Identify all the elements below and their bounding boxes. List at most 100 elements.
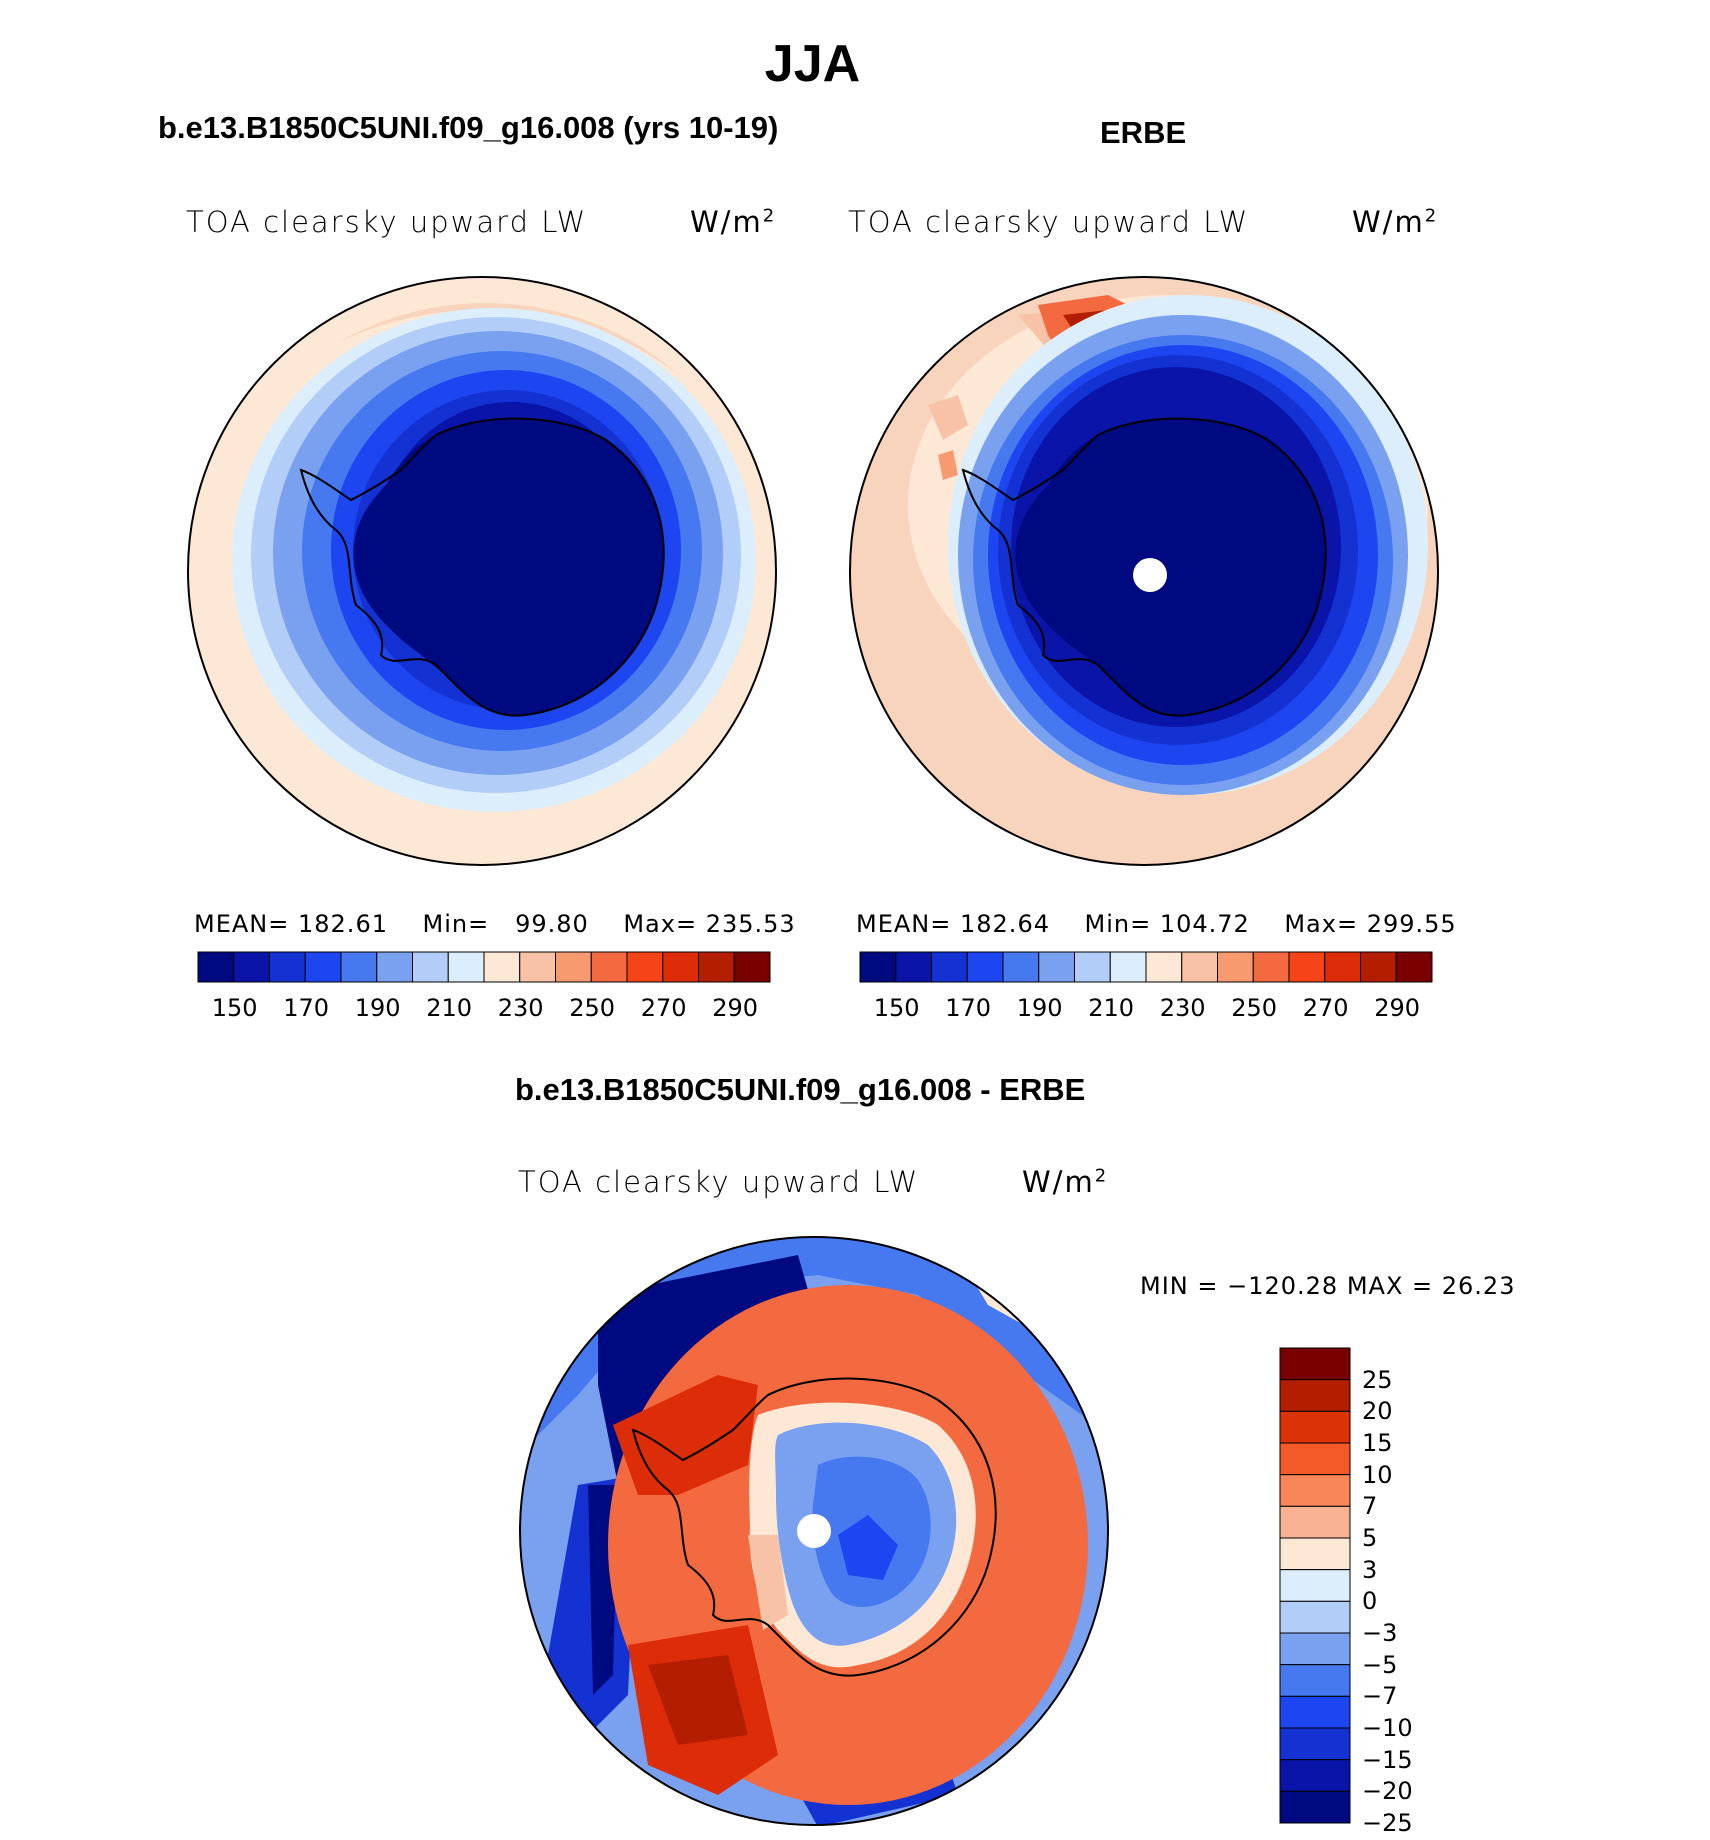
panel1-colorbar-swatch	[733, 951, 771, 983]
panel1-colorbar-tick-label: 210	[426, 994, 473, 1022]
panel2-title: ERBE	[1100, 115, 1187, 150]
panel3-variable: TOA clearsky upward LW	[518, 1165, 920, 1199]
panel2-colorbar-swatch	[859, 951, 897, 983]
panel2-colorbar-tick-label: 210	[1088, 994, 1135, 1022]
panel3-colorbar-swatch	[1279, 1790, 1351, 1824]
panel1-colorbar-tick-label: 290	[712, 994, 759, 1022]
panel2-colorbar-tick-label: 150	[873, 994, 920, 1022]
panel1-colorbar-swatch	[340, 951, 378, 983]
panel1-colorbar-swatch	[590, 951, 628, 983]
panel2-colorbar-swatch	[931, 951, 968, 983]
panel2-units: W/m2	[1352, 205, 1439, 239]
panel1-colorbar-tick-label: 190	[354, 994, 401, 1022]
panel3-colorbar-swatch	[1279, 1442, 1351, 1476]
panel2-map	[849, 276, 1439, 866]
panel3-colorbar-swatch	[1279, 1410, 1351, 1444]
panel1-colorbar-swatch	[269, 951, 306, 983]
panel3-colorbar-tick-label: 25	[1362, 1365, 1393, 1394]
panel3-coastline	[631, 1377, 997, 1677]
panel3-colorbar-tick-label: −10	[1362, 1714, 1413, 1742]
panel3-map	[519, 1236, 1109, 1826]
panel3-colorbar-tick-label: 20	[1362, 1397, 1393, 1426]
panel3-colorbar-swatch	[1279, 1537, 1351, 1571]
panel2-colorbar-swatch	[1109, 951, 1147, 983]
panel2-coastline	[961, 417, 1327, 717]
figure-title: JJA	[764, 35, 861, 93]
panel2-colorbar-tick-label: 170	[945, 994, 992, 1022]
panel3-colorbar-tick-label: −20	[1362, 1777, 1413, 1806]
panel3-colorbar-tick-label: −5	[1362, 1650, 1398, 1679]
panel3-colorbar-labels: 25 20 15 10 7 5 3 0 −3 −5 −7 −10 −15 −20 −25	[1362, 1348, 1482, 1837]
panel1-colorbar-tick-label: 250	[569, 994, 616, 1022]
panel1-colorbar-tick-label: 170	[283, 994, 330, 1022]
panel1-colorbar-swatch	[662, 951, 699, 983]
panel1-colorbar-swatch	[233, 951, 270, 983]
panel3-colorbar-swatch	[1279, 1600, 1351, 1634]
panel2-colorbar-labels: 150 170 190 210 230 250 270 290	[860, 994, 1432, 1024]
panel1-coastline	[299, 417, 665, 717]
panel2-colorbar-swatch	[895, 951, 932, 983]
panel3-colorbar-swatch	[1279, 1727, 1351, 1761]
panel2-colorbar-swatch	[1145, 951, 1183, 983]
panel2-colorbar	[859, 951, 1433, 983]
panel3-colorbar-tick-label: −15	[1362, 1745, 1413, 1774]
panel1-variable: TOA clearsky upward LW	[186, 205, 588, 239]
panel2-colorbar-tick-label: 190	[1016, 994, 1063, 1022]
panel1-colorbar	[197, 951, 771, 983]
panel3-colorbar-swatch	[1279, 1474, 1351, 1507]
panel3-colorbar-tick-label: 15	[1362, 1429, 1393, 1457]
panel2-colorbar-tick-label: 250	[1231, 994, 1278, 1022]
panel2-colorbar-swatch	[1074, 951, 1111, 983]
panel2-colorbar-swatch	[1038, 951, 1075, 983]
panel3-colorbar-swatch	[1279, 1632, 1351, 1666]
panel2-variable: TOA clearsky upward LW	[848, 205, 1250, 239]
panel1-colorbar-swatch	[412, 951, 449, 983]
panel1-colorbar-swatch	[519, 951, 556, 983]
panel1-colorbar-swatch	[304, 951, 342, 983]
panel1-colorbar-labels: 150 170 190 210 230 250 270 290	[198, 994, 770, 1024]
panel1-colorbar-swatch	[555, 951, 592, 983]
panel3-colorbar-tick-label: 10	[1362, 1460, 1393, 1489]
panel2-stats: MEAN= 182.64 Min= 104.72 Max= 299.55	[856, 910, 1457, 938]
panel2-colorbar-swatch	[1002, 951, 1040, 983]
panel2-colorbar-swatch	[1324, 951, 1361, 983]
panel3-colorbar-swatch	[1279, 1379, 1351, 1412]
panel1-colorbar-tick-label: 270	[640, 994, 687, 1022]
panel1-colorbar-swatch	[483, 951, 521, 983]
panel1-stats: MEAN= 182.61 Min= 99.80 Max= 235.53	[194, 910, 796, 938]
panel3-colorbar-swatch	[1279, 1664, 1351, 1697]
panel2-colorbar-tick-label: 230	[1159, 994, 1206, 1022]
panel3-colorbar-tick-label: −25	[1362, 1809, 1413, 1837]
panel3-colorbar-swatch	[1279, 1505, 1351, 1539]
panel3-colorbar-swatch	[1279, 1695, 1351, 1729]
panel3-colorbar-tick-label: −7	[1362, 1682, 1398, 1711]
panel3-colorbar-tick-label: 0	[1362, 1587, 1378, 1616]
panel2-colorbar-swatch	[1181, 951, 1218, 983]
panel2-colorbar-tick-label: 270	[1302, 994, 1349, 1022]
panel3-stats: MIN = −120.28 MAX = 26.23	[1140, 1272, 1516, 1300]
panel2-colorbar-swatch	[1395, 951, 1433, 983]
panel1-title: b.e13.B1850C5UNI.f09_g16.008 (yrs 10-19)	[158, 110, 779, 145]
panel1-colorbar-tick-label: 230	[497, 994, 544, 1022]
panel2-colorbar-swatch	[1360, 951, 1397, 983]
panel3-colorbar-tick-label: 5	[1362, 1524, 1378, 1552]
panel1-colorbar-tick-label: 150	[211, 994, 258, 1022]
panel2-colorbar-swatch	[966, 951, 1004, 983]
panel3-colorbar	[1279, 1347, 1351, 1824]
panel2-colorbar-swatch	[1217, 951, 1254, 983]
panel3-colorbar-tick-label: 3	[1362, 1555, 1378, 1584]
panel1-colorbar-swatch	[197, 951, 235, 983]
panel2-colorbar-tick-label: 290	[1374, 994, 1421, 1022]
panel1-colorbar-swatch	[626, 951, 664, 983]
panel1-map	[187, 276, 777, 866]
panel1-colorbar-swatch	[447, 951, 485, 983]
panel2-colorbar-swatch	[1252, 951, 1290, 983]
panel3-colorbar-swatch	[1279, 1759, 1351, 1792]
panel1-units: W/m2	[690, 205, 777, 239]
panel3-colorbar-tick-label: −3	[1362, 1619, 1398, 1647]
panel1-colorbar-swatch	[698, 951, 735, 983]
panel3-colorbar-tick-label: 7	[1362, 1492, 1378, 1521]
panel3-colorbar-swatch	[1279, 1347, 1351, 1381]
panel2-colorbar-swatch	[1288, 951, 1326, 983]
panel3-units: W/m2	[1022, 1165, 1109, 1199]
